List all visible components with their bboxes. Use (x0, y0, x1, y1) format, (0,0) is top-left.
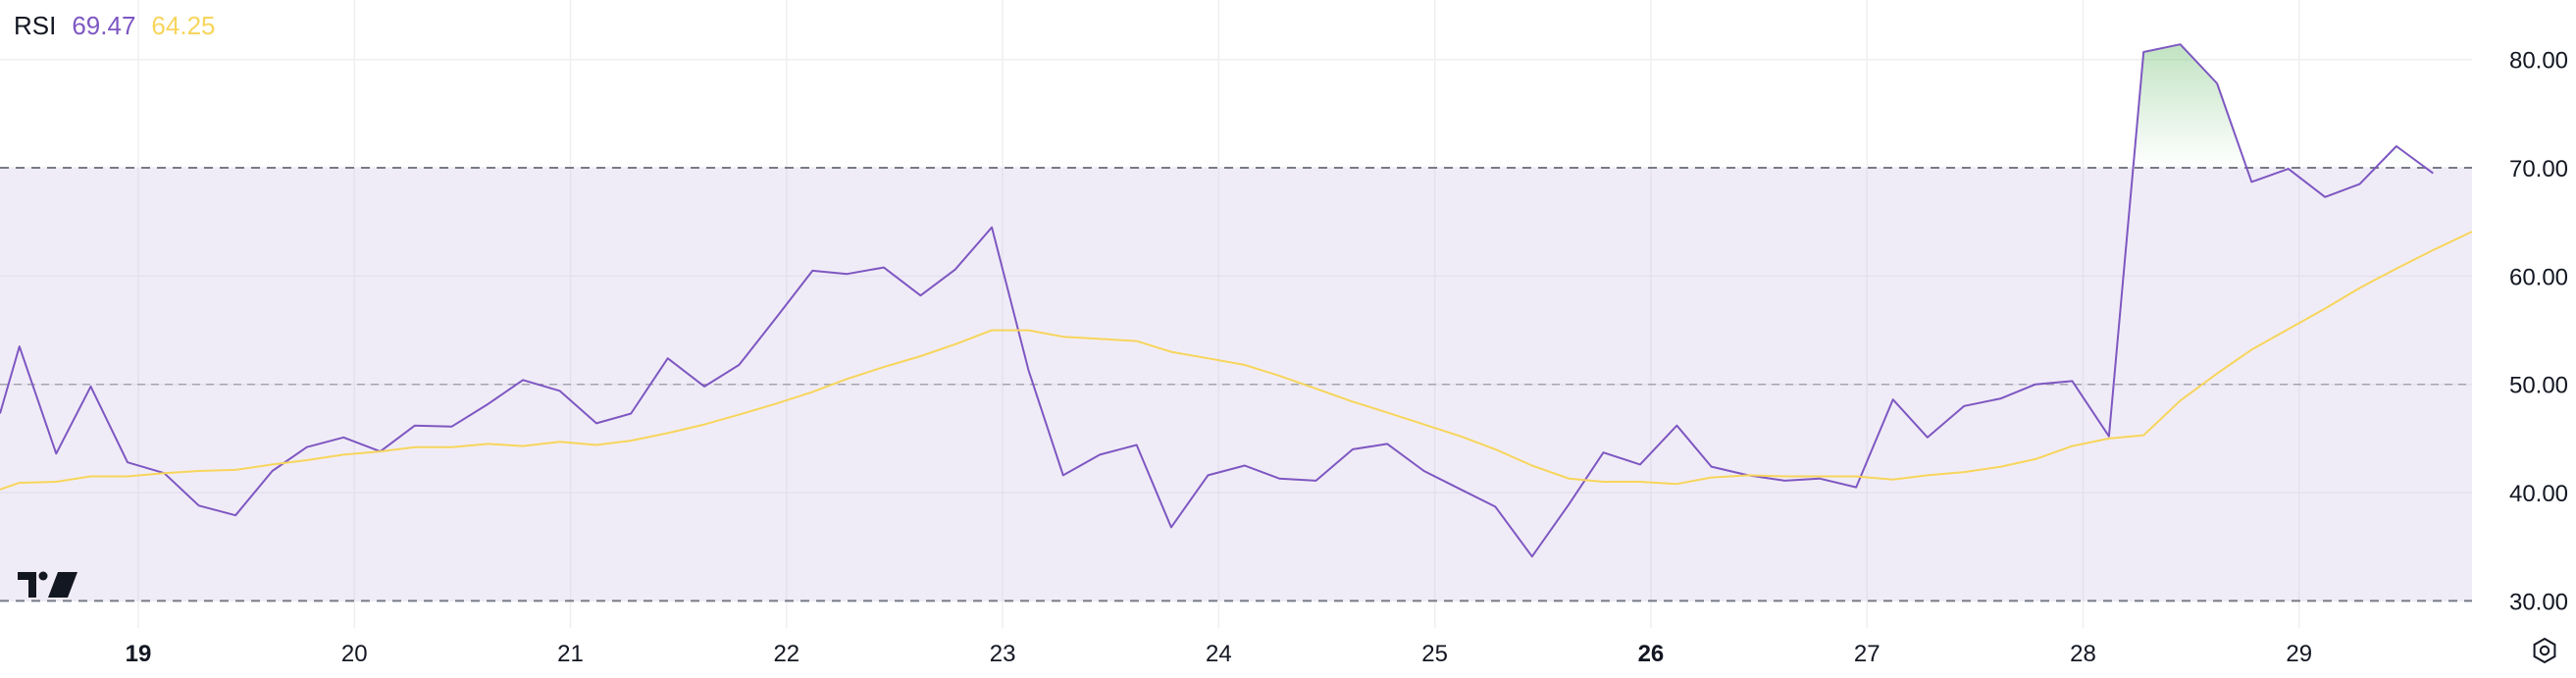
rsi-ma-line[interactable] (0, 231, 2473, 491)
indicator-legend[interactable]: RSI 69.47 64.25 (14, 10, 216, 41)
settings-gear-icon (2533, 637, 2556, 664)
y-tick-label: 30.00 (2509, 589, 2568, 615)
y-axis: 30.00 40.00 50.00 60.00 70.00 80.00 (2509, 48, 2568, 616)
overbought-fill (2133, 44, 2426, 169)
y-tick-label: 70.00 (2509, 156, 2568, 183)
x-axis: 19 20 21 22 23 24 25 26 27 28 29 (126, 641, 2313, 667)
rsi-band (0, 167, 2472, 602)
y-tick-label: 80.00 (2509, 48, 2568, 75)
x-tick-label: 27 (1854, 641, 1880, 667)
x-tick-label: 24 (1206, 641, 1232, 667)
rsi-ma-value: 64.25 (151, 11, 216, 40)
tradingview-logo-icon[interactable] (18, 571, 77, 599)
chart-settings-button[interactable] (2527, 633, 2562, 668)
x-tick-label: 20 (341, 641, 368, 667)
y-tick-label: 60.00 (2509, 264, 2568, 290)
y-tick-label: 50.00 (2509, 373, 2568, 399)
y-tick-label: 40.00 (2509, 481, 2568, 507)
x-tick-label: 29 (2286, 641, 2312, 667)
overbought-area (2133, 44, 2426, 169)
x-tick-label: 26 (1638, 641, 1665, 667)
x-tick-label: 22 (773, 641, 799, 667)
rsi-value: 69.47 (72, 11, 136, 40)
rsi-line[interactable] (0, 43, 2434, 558)
series-lines (0, 43, 2473, 558)
x-tick-label: 21 (557, 641, 584, 667)
x-tick-label: 19 (126, 641, 152, 667)
x-tick-label: 28 (2070, 641, 2096, 667)
x-tick-label: 25 (1421, 641, 1448, 667)
x-tick-label: 23 (990, 641, 1016, 667)
indicator-name[interactable]: RSI (14, 11, 57, 40)
